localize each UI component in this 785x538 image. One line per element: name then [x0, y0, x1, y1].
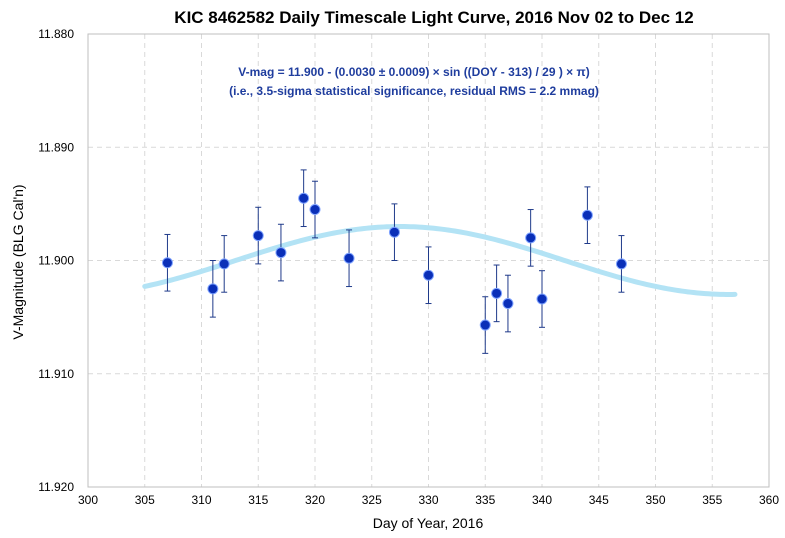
data-marker — [581, 209, 593, 221]
data-point — [491, 264, 503, 323]
data-marker — [525, 232, 537, 244]
data-marker — [615, 258, 627, 270]
x-tick-label: 345 — [589, 493, 609, 507]
y-axis-title: V-Magnitude (BLG Cal'n) — [10, 184, 26, 339]
data-marker — [207, 283, 219, 295]
y-tick-label: 11.900 — [38, 254, 74, 268]
data-marker — [218, 258, 230, 270]
y-tick-label: 11.920 — [38, 480, 74, 494]
x-tick-label: 355 — [702, 493, 722, 507]
y-tick-label: 11.890 — [38, 140, 74, 154]
x-tick-label: 320 — [305, 493, 325, 507]
data-point — [581, 186, 593, 245]
chart-title: KIC 8462582 Daily Timescale Light Curve,… — [174, 8, 693, 27]
y-tick-label: 11.910 — [38, 367, 74, 381]
data-point — [218, 235, 230, 293]
data-marker — [161, 257, 173, 269]
x-tick-label: 315 — [248, 493, 268, 507]
data-marker — [388, 226, 400, 238]
data-point — [275, 223, 287, 282]
data-point — [525, 209, 537, 267]
x-tick-label: 340 — [532, 493, 552, 507]
x-tick-label: 310 — [191, 493, 211, 507]
data-point — [502, 274, 514, 333]
data-point — [343, 229, 355, 288]
data-marker — [502, 298, 514, 310]
y-tick-labels: 11.880 11.890 11.900 11.910 11.920 — [38, 27, 74, 494]
data-point — [388, 203, 400, 261]
data-marker — [298, 192, 310, 204]
data-marker — [309, 204, 321, 216]
x-tick-label: 350 — [645, 493, 665, 507]
x-tick-labels: 300 305 310 315 320 325 330 335 340 345 350 355 360 — [78, 493, 779, 507]
data-point — [252, 206, 264, 265]
x-tick-label: 300 — [78, 493, 98, 507]
gridlines — [88, 34, 769, 487]
fit-equation-annotation: V-mag = 11.900 - (0.0030 ± 0.0009) × sin… — [238, 65, 589, 79]
data-point — [161, 233, 173, 292]
data-point — [423, 246, 434, 305]
data-points — [161, 169, 627, 354]
data-marker — [275, 247, 287, 259]
data-point — [479, 296, 491, 354]
data-point — [207, 260, 219, 318]
data-point — [298, 169, 310, 228]
data-marker — [479, 319, 491, 331]
x-tick-label: 360 — [759, 493, 779, 507]
data-point — [615, 235, 627, 293]
data-marker — [536, 293, 548, 305]
plot-area-frame — [87, 33, 770, 488]
data-point — [309, 180, 321, 239]
x-tick-label: 330 — [418, 493, 438, 507]
data-marker — [491, 287, 503, 299]
data-point — [536, 270, 548, 328]
y-tick-label: 11.880 — [38, 27, 74, 41]
x-tick-label: 335 — [475, 493, 495, 507]
x-tick-label: 305 — [135, 493, 155, 507]
x-axis-title: Day of Year, 2016 — [373, 515, 484, 531]
x-tick-label: 325 — [362, 493, 382, 507]
data-marker — [423, 269, 434, 281]
fit-curve-line — [142, 224, 738, 297]
data-marker — [252, 230, 264, 242]
data-marker — [343, 252, 355, 264]
significance-annotation: (i.e., 3.5-sigma statistical significanc… — [229, 84, 599, 98]
